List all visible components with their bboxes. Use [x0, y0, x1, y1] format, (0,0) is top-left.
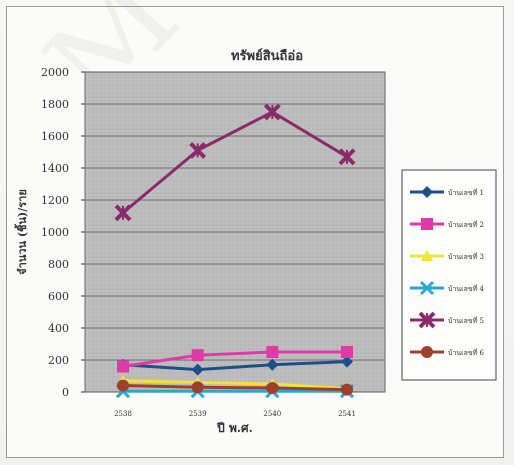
legend-entry: บ้านเลขที่ 5	[410, 311, 484, 329]
legend-label: บ้านเลขที่ 3	[448, 252, 484, 261]
legend-marker	[418, 311, 436, 329]
data-point	[191, 349, 204, 362]
legend-marker	[421, 250, 433, 261]
x-tick-label: 2538	[114, 410, 132, 418]
series-group	[114, 103, 356, 399]
legend-label: บ้านเลขที่ 4	[448, 284, 484, 293]
y-tick-label: 2000	[41, 66, 69, 79]
data-point	[189, 141, 207, 159]
legend-box	[401, 169, 497, 381]
legend-marker	[421, 186, 433, 198]
y-axis-label: จำนวน (ชิ้น)/ราย	[14, 189, 29, 275]
data-point	[191, 363, 204, 376]
series-5	[114, 103, 356, 222]
data-point	[191, 381, 204, 394]
data-point	[341, 383, 353, 396]
legend-label: บ้านเลขที่ 2	[448, 220, 484, 229]
series-6	[117, 379, 353, 396]
legend-marker	[421, 218, 433, 230]
legend-label: บ้านเลขที่ 1	[448, 188, 484, 197]
legend-entry: บ้านเลขที่ 6	[410, 346, 484, 358]
data-point	[117, 379, 129, 392]
legend-entry: บ้านเลขที่ 1	[410, 186, 484, 198]
data-point	[117, 360, 129, 373]
legend: บ้านเลขที่ 1 บ้านเลขที่ 2 บ้านเลขที่ 3 บ้าน…	[410, 186, 484, 358]
legend-entry: บ้านเลขที่ 2	[410, 218, 484, 230]
legend-entry: บ้านเลขที่ 4	[410, 280, 484, 296]
y-tick-label: 800	[48, 258, 69, 271]
data-point	[263, 103, 281, 121]
y-tick-label: 1200	[41, 194, 69, 207]
x-axis-label: ปี พ.ศ.	[217, 421, 253, 435]
y-tick-label: 0	[62, 386, 69, 399]
y-tick-label: 1400	[41, 162, 69, 175]
y-tick-label: 400	[48, 322, 69, 335]
data-point	[341, 355, 353, 368]
chart-title: ทรัพย์สินถือ่อ	[231, 48, 303, 64]
data-point	[338, 148, 356, 166]
data-point	[341, 346, 353, 358]
y-tick-label: 1600	[41, 130, 69, 143]
series-2	[117, 346, 353, 373]
y-tick-label: 1800	[41, 98, 69, 111]
data-point	[266, 358, 279, 371]
data-point	[266, 346, 279, 358]
series-line	[122, 360, 348, 372]
legend-entry: บ้านเลขที่ 3	[410, 250, 484, 261]
x-tick-label: 2540	[263, 410, 281, 418]
series-line	[122, 350, 347, 368]
series-line	[122, 110, 348, 214]
x-axis-ticks: 2538 2539 2540 2541	[114, 410, 356, 418]
data-point	[266, 382, 279, 394]
legend-label: บ้านเลขที่ 5	[448, 316, 484, 325]
x-tick-label: 2539	[189, 410, 207, 418]
series-line	[122, 384, 348, 392]
y-tick-label: 1000	[41, 226, 69, 239]
legend-marker	[419, 280, 435, 296]
y-tick-label: 600	[48, 290, 69, 303]
gridlines	[85, 71, 385, 393]
legend-marker	[421, 346, 433, 358]
x-tick-label: 2541	[338, 410, 356, 418]
legend-label: บ้านเลขที่ 6	[448, 348, 484, 357]
data-point	[114, 204, 132, 222]
series-line	[122, 379, 348, 391]
y-tick-label: 200	[48, 354, 69, 367]
